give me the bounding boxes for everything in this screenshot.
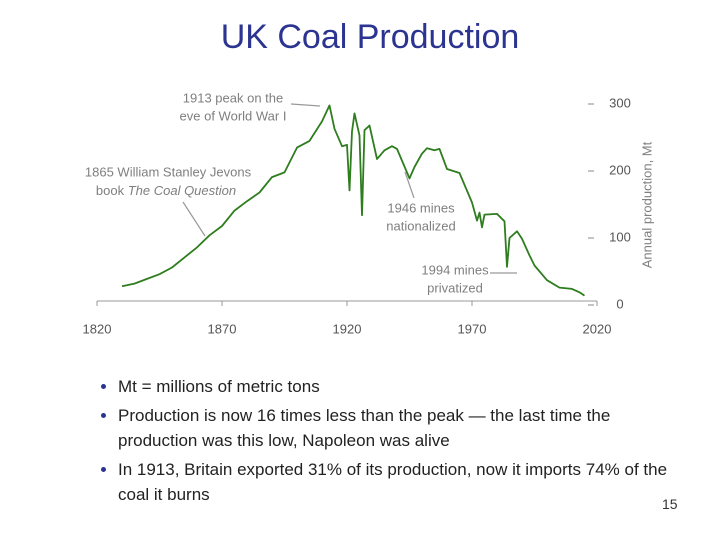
x-tick-label: 1820 [83,321,112,336]
annotation: 1913 peak on the [183,90,283,105]
annotation: 1946 mines [387,200,455,215]
annotation: book [96,183,125,198]
y-tick-label: 100 [609,229,631,244]
annotation-arrows [182,103,517,274]
annotation: The Coal Question [128,183,236,198]
bullet: In 1913, Britain exported 31% of its pro… [118,457,668,507]
chart: 1913 peak on the eve of World War I 1865… [83,90,655,336]
annotation: eve of World War I [180,108,287,123]
annotation: nationalized [386,218,455,233]
annotation: privatized [427,280,483,295]
annotation: book The Coal Question [96,183,236,198]
arrow [290,103,321,107]
x-tick-label: 2020 [583,321,612,336]
page-number: 15 [662,496,678,512]
bullet: Production is now 16 times less than the… [118,403,668,453]
arrow [182,201,206,237]
slide-title: UK Coal Production [220,18,520,56]
x-tick-label: 1970 [458,321,487,336]
annotation: 1994 mines [421,262,489,277]
y-tick-label: 0 [616,296,623,311]
y-tick-label: 300 [609,95,631,110]
y-tick-label: 200 [609,162,631,177]
x-tick-label: 1870 [208,321,237,336]
x-tick-label: 1920 [333,321,362,336]
arrow [404,171,415,199]
bullet-list: Mt = millions of metric tons Production … [92,374,668,511]
annotation: 1865 William Stanley Jevons [85,164,252,179]
data-line [121,104,585,297]
bullet: Mt = millions of metric tons [118,374,668,399]
y-axis-title: Annual production, Mt [639,141,654,268]
